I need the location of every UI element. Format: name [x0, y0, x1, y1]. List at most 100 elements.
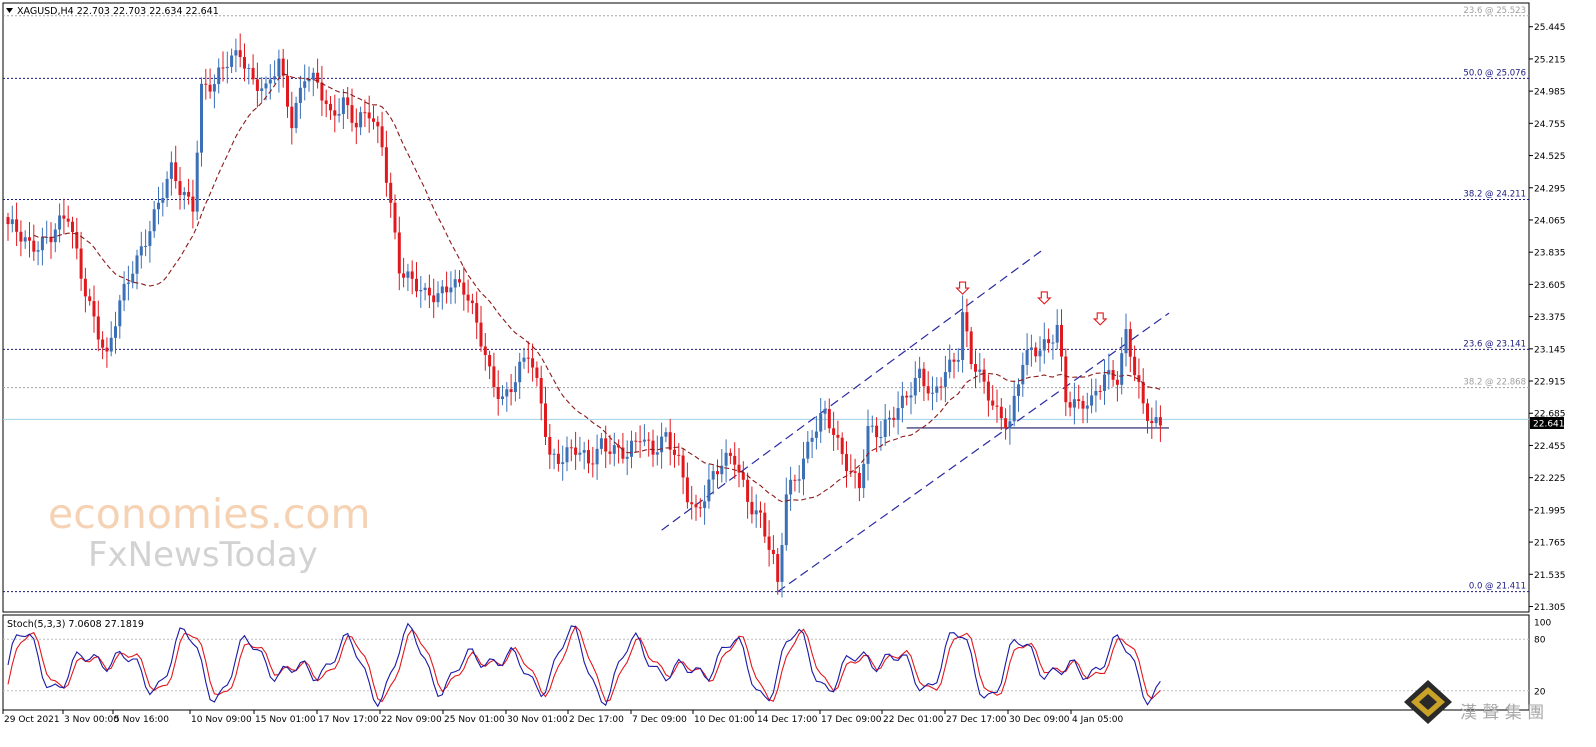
candle-up: [1154, 417, 1158, 424]
candle-down: [827, 408, 831, 429]
candle-up: [1094, 390, 1098, 396]
candle-down: [905, 395, 909, 398]
candle-down: [591, 463, 595, 465]
candle-down: [1146, 403, 1149, 421]
candle-down: [458, 279, 461, 283]
candle-up: [122, 283, 126, 301]
candle-up: [1120, 353, 1124, 385]
candle-down: [608, 451, 612, 454]
candle-up: [1124, 329, 1128, 354]
y-tick-label: 23.835: [1534, 249, 1566, 259]
candle-down: [728, 452, 732, 456]
candle-down: [432, 295, 436, 303]
candle-down: [350, 105, 354, 123]
candle-up: [879, 437, 883, 439]
candle-down: [286, 75, 289, 107]
candle-up: [707, 479, 711, 502]
x-tick-label: 22 Dec 01:00: [883, 715, 944, 725]
candle-up: [200, 83, 203, 153]
candle-down: [1128, 329, 1132, 357]
x-tick-label: 15 Nov 01:00: [255, 715, 316, 725]
y-tick-label: 22.685: [1534, 410, 1566, 420]
y-tick-label: 22.455: [1534, 442, 1566, 452]
candle-up: [870, 425, 874, 427]
stoch-d-line: [7, 625, 1161, 703]
y-tick-label: 21.535: [1534, 571, 1566, 581]
candle-up: [152, 209, 156, 232]
candle-down: [492, 366, 496, 387]
candle-up: [423, 287, 427, 291]
candle-down: [531, 358, 535, 368]
candle-down: [991, 400, 995, 406]
candle-down: [32, 240, 36, 252]
y-tick-label: 24.065: [1534, 216, 1566, 226]
candle-up: [337, 114, 341, 116]
candle-up: [866, 426, 870, 464]
x-tick-label: 22 Nov 09:00: [381, 715, 442, 725]
candle-down: [548, 436, 552, 455]
moving-average: [33, 73, 1161, 503]
candle-up: [303, 81, 307, 88]
candle-up: [118, 300, 122, 327]
candle-up: [1042, 339, 1046, 351]
candle-down: [1004, 418, 1008, 429]
stochastic-oscillator: 100 80 20: [3, 619, 1551, 708]
candle-down: [221, 67, 225, 69]
candle-up: [157, 202, 160, 210]
candle-down: [92, 301, 96, 317]
candle-down: [952, 359, 956, 362]
candle-up: [109, 337, 113, 352]
candle-down: [204, 83, 208, 85]
annotations: [955, 281, 1108, 326]
candle-down: [771, 549, 775, 555]
candle-down: [316, 72, 320, 83]
candle-up: [913, 378, 917, 396]
candle-up: [561, 462, 565, 464]
candle-up: [789, 479, 793, 495]
candle-up: [513, 382, 517, 393]
candle-up: [139, 246, 143, 256]
candle-down: [1068, 402, 1072, 408]
candle-up: [234, 50, 238, 56]
candle-up: [1103, 374, 1106, 392]
candle-up: [264, 83, 268, 89]
candle-down: [445, 286, 449, 293]
x-tick-label: 30 Dec 09:00: [1009, 715, 1070, 725]
candle-down: [372, 118, 375, 122]
candle-up: [1072, 399, 1076, 408]
y-tick-label: 24.525: [1534, 152, 1566, 162]
candle-down: [892, 417, 896, 420]
candle-down: [251, 67, 255, 80]
candle-up: [1021, 364, 1025, 385]
candle-down: [466, 294, 470, 301]
stoch-k-line: [7, 622, 1161, 708]
candle-up: [552, 453, 556, 455]
candle-down: [320, 82, 324, 101]
candle-down: [415, 278, 418, 292]
candle-down: [28, 237, 31, 241]
x-tick-label: 10 Nov 09:00: [191, 715, 252, 725]
candle-down: [191, 196, 195, 212]
candle-down: [6, 217, 10, 225]
candle-down: [509, 389, 513, 393]
candle-down: [346, 97, 350, 106]
candle-up: [1055, 324, 1059, 343]
candle-up: [247, 67, 251, 69]
dropdown-triangle-icon[interactable]: [6, 8, 13, 13]
candle-up: [45, 236, 49, 238]
candle-down: [19, 231, 23, 242]
candle-up: [883, 419, 887, 438]
candle-down: [574, 447, 578, 455]
candle-down: [88, 296, 92, 302]
y-tick-label: 25.215: [1534, 55, 1566, 65]
candle-down: [544, 403, 547, 437]
current-price-tag: 22.641: [1530, 417, 1565, 430]
y-axis: 25.445 25.215 24.985 24.755 24.525 24.295 24.0…: [1529, 23, 1566, 613]
down-arrow-icon: [1036, 291, 1052, 305]
candle-up: [195, 152, 199, 212]
candle-up: [341, 97, 345, 115]
candle-down: [363, 112, 367, 114]
candle-up: [660, 436, 664, 453]
y-tick-label: 22.225: [1534, 474, 1566, 484]
candle-down: [677, 454, 681, 456]
